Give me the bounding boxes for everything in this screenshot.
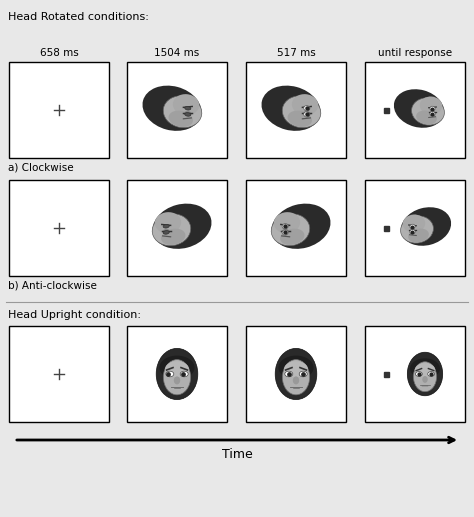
Bar [127,326,227,422]
Ellipse shape [288,111,312,127]
Bar [365,62,465,158]
Ellipse shape [299,371,307,377]
Ellipse shape [278,356,314,379]
Ellipse shape [282,229,289,234]
Bar [9,326,109,422]
Ellipse shape [410,230,415,234]
Ellipse shape [304,105,310,111]
Bar [365,180,465,276]
Ellipse shape [408,229,429,242]
Bar [365,326,465,422]
Text: 1504 ms: 1504 ms [155,48,200,58]
Bar [127,62,227,158]
Text: Head Upright condition:: Head Upright condition: [8,310,141,320]
Bar [246,180,346,276]
Ellipse shape [163,224,169,228]
Ellipse shape [184,111,191,116]
Ellipse shape [410,358,440,379]
Ellipse shape [430,112,435,116]
Ellipse shape [401,207,451,246]
Text: a) Clockwise: a) Clockwise [8,162,73,172]
Ellipse shape [394,89,444,128]
Ellipse shape [422,376,428,383]
Text: until response: until response [378,48,452,58]
Bar [127,180,227,276]
Ellipse shape [401,216,433,243]
Ellipse shape [143,86,201,131]
Ellipse shape [272,204,330,249]
Ellipse shape [165,361,189,377]
Ellipse shape [180,371,188,377]
Ellipse shape [416,372,422,376]
Text: 517 ms: 517 ms [277,48,315,58]
Bar [9,62,109,158]
Ellipse shape [283,360,310,395]
Ellipse shape [304,112,310,117]
Ellipse shape [282,223,288,229]
Ellipse shape [410,224,415,229]
Ellipse shape [275,348,317,400]
Ellipse shape [161,229,185,245]
Ellipse shape [415,363,435,377]
Ellipse shape [169,111,193,127]
Ellipse shape [285,371,293,377]
Ellipse shape [274,212,300,233]
Ellipse shape [271,214,310,246]
Bar [384,108,390,113]
Ellipse shape [413,362,437,392]
Bar [384,225,390,231]
Ellipse shape [152,214,191,246]
Ellipse shape [303,111,310,116]
Ellipse shape [155,212,181,233]
Ellipse shape [293,376,299,385]
Ellipse shape [292,94,318,115]
Bar [246,62,346,158]
Ellipse shape [282,96,321,128]
Ellipse shape [185,107,191,110]
Ellipse shape [428,372,435,376]
Ellipse shape [416,111,437,125]
Text: Time: Time [222,448,252,461]
Ellipse shape [174,376,180,385]
Ellipse shape [284,361,308,377]
Ellipse shape [429,111,436,115]
Ellipse shape [403,215,425,233]
Ellipse shape [411,98,445,125]
Ellipse shape [173,94,199,115]
Ellipse shape [280,229,304,245]
Bar [9,180,109,276]
Ellipse shape [185,113,191,116]
Ellipse shape [282,230,288,235]
Ellipse shape [410,229,416,233]
Ellipse shape [156,348,198,400]
Ellipse shape [163,229,170,234]
Ellipse shape [164,360,191,395]
Ellipse shape [163,96,202,128]
Text: 658 ms: 658 ms [40,48,78,58]
Ellipse shape [159,356,195,379]
Ellipse shape [153,204,211,249]
Ellipse shape [420,97,442,115]
Ellipse shape [262,86,320,131]
Bar [246,326,346,422]
Ellipse shape [407,352,443,396]
Ellipse shape [166,371,174,377]
Text: Head Rotated conditions:: Head Rotated conditions: [8,12,149,22]
Bar [384,372,390,376]
Ellipse shape [430,106,435,111]
Ellipse shape [163,231,169,234]
Text: b) Anti-clockwise: b) Anti-clockwise [8,280,97,290]
